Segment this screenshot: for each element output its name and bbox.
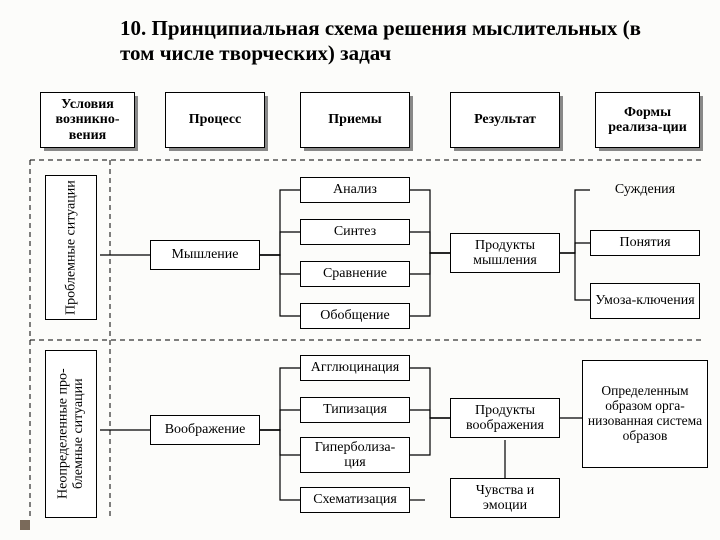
method-schematization: Схематизация <box>300 487 410 513</box>
result-feelings: Чувства и эмоции <box>450 478 560 518</box>
method-agglutination: Агглюцинация <box>300 355 410 381</box>
header-process: Процесс <box>165 92 265 148</box>
method-analysis: Анализ <box>300 177 410 203</box>
form-image-system: Определенным образом орга-низованная сис… <box>582 360 708 468</box>
method-comparison: Сравнение <box>300 261 410 287</box>
header-methods: Приемы <box>300 92 410 148</box>
result-thinking-products: Продукты мышления <box>450 233 560 273</box>
method-synthesis: Синтез <box>300 219 410 245</box>
header-conditions: Условия возникно-вения <box>40 92 135 148</box>
result-imagination-products: Продукты воображения <box>450 398 560 438</box>
process-imagination: Воображение <box>150 415 260 445</box>
slide-bullet-icon <box>20 520 30 530</box>
header-forms: Формы реализа-ции <box>595 92 700 148</box>
form-judgments: Суждения <box>590 177 700 203</box>
method-hyperbolization: Гиперболиза-ция <box>300 437 410 473</box>
form-concepts: Понятия <box>590 230 700 256</box>
header-result: Результат <box>450 92 560 148</box>
method-generalization: Обобщение <box>300 303 410 329</box>
side-problem-situations: Проблемные ситуации <box>45 175 97 320</box>
diagram-title: 10. Принципиальная схема решения мыслите… <box>120 16 680 66</box>
method-typification: Типизация <box>300 397 410 423</box>
form-conclusions: Умоза-ключения <box>590 283 700 319</box>
side-undefined-situations: Неопределенные про-блемные ситуации <box>45 350 97 518</box>
process-thinking: Мышление <box>150 240 260 270</box>
